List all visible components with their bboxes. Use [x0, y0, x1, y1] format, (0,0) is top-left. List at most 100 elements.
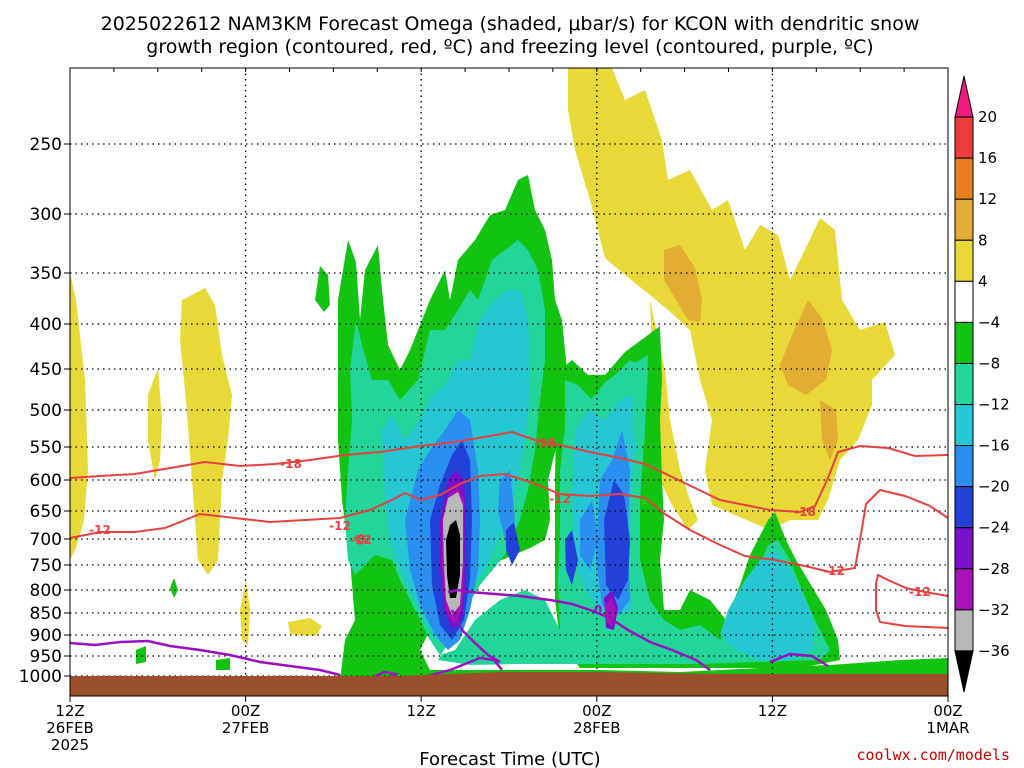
red-contour-label: -18 [534, 436, 556, 450]
x-tick-label: 27FEB [222, 719, 269, 737]
red-contour-minus12 [70, 472, 948, 574]
colorbar-cell [954, 486, 974, 529]
y-tick-label: 350 [30, 264, 62, 284]
colorbar-cell [954, 280, 974, 323]
chart-title-line1: 2025022612 NAM3KM Forecast Omega (shaded… [101, 13, 920, 35]
y-tick-label: 750 [30, 556, 62, 576]
y-tick-label: 650 [30, 502, 62, 522]
y-axis-labels: 2503003504004505005506006507007508008509… [19, 135, 70, 687]
omega-shade-minus20 [565, 530, 578, 585]
purple-contours [70, 588, 829, 682]
y-tick-label: 250 [30, 135, 62, 155]
purple-contour-0 [427, 656, 503, 678]
omega-colorbar: 20 16 12 8 4 −4 −8 −12 −16 −20 −24 −28 −32 −36 [954, 75, 1010, 693]
colorbar-cell [954, 321, 974, 364]
colorbar-cell [954, 75, 974, 118]
colorbar-label: −28 [978, 560, 1010, 578]
omega-shade-4 [70, 272, 88, 560]
omega-shade-minus16 [580, 500, 598, 570]
y-tick-label: 700 [30, 530, 62, 550]
x-tick-label: 26FEB [46, 719, 93, 737]
colorbar-cell [954, 568, 974, 611]
colorbar-label: 4 [978, 272, 988, 290]
colorbar-label: −20 [978, 478, 1010, 496]
x-tick-label: 2025 [51, 736, 89, 754]
omega-shade-minus20 [604, 480, 630, 600]
red-contour-minus18 [70, 430, 948, 514]
x-tick-label: 12Z [55, 702, 84, 720]
omega-shade-4 [288, 618, 322, 636]
purple-contour-0 [447, 588, 711, 672]
omega-shade-minus16 [498, 470, 515, 540]
x-tick-label: 00Z [582, 702, 611, 720]
ground-terrain [70, 676, 948, 696]
omega-shade-4 [148, 368, 162, 480]
y-tick-label: 500 [30, 401, 62, 421]
colorbar-cell [954, 362, 974, 406]
red-contour-minus12 [353, 533, 367, 546]
colorbar-cell [954, 404, 974, 447]
omega-shade-minus4 [216, 658, 230, 670]
x-tick-label: 00Z [933, 702, 962, 720]
colorbar-label: −8 [978, 354, 1000, 372]
omega-shade-minus12 [720, 550, 815, 660]
red-contour-minus12 [875, 573, 948, 629]
omega-shade-minus4 [136, 646, 146, 664]
colorbar-label: 20 [978, 108, 997, 126]
purple-contour-0 [450, 609, 501, 664]
omega-shade-8 [664, 245, 702, 322]
red-contour-label: -18 [794, 505, 816, 519]
y-tick-label: 950 [30, 647, 62, 667]
chart-title-line2: growth region (contoured, red, ºC) and f… [146, 36, 873, 58]
colorbar-label: 8 [978, 231, 988, 249]
contour-labels: -18-12 -12-18-12-18-12-12-120 [89, 436, 931, 617]
red-contour-label: -12 [350, 533, 372, 547]
x-tick-label: 00Z [231, 702, 260, 720]
red-contour-label: -18 [280, 457, 302, 471]
colorbar-label: −24 [978, 519, 1010, 537]
omega-shade-4 [180, 288, 232, 575]
y-tick-label: 900 [30, 626, 62, 646]
omega-shade-minus4 [315, 266, 330, 312]
y-tick-label: 550 [30, 438, 62, 458]
red-contour-label: -12 [909, 585, 931, 599]
colorbar-cell [954, 239, 974, 282]
colorbar-label: 12 [978, 190, 997, 208]
y-tick-label: 600 [30, 471, 62, 491]
site-credit: coolwx.com/models [856, 746, 1010, 764]
colorbar-cell [954, 198, 974, 241]
y-tick-label: 300 [30, 205, 62, 225]
red-contour-label: -12 [549, 492, 571, 506]
x-tick-label: 1MAR [926, 719, 969, 737]
red-contour-label: -12 [329, 519, 351, 533]
y-tick-label: 850 [30, 604, 62, 624]
colorbar-cell [954, 157, 974, 200]
omega-shade-minus20 [506, 522, 520, 565]
omega-shade-4 [568, 68, 895, 530]
omega-shade-minus4 [170, 578, 178, 598]
colorbar-label: −12 [978, 396, 1010, 414]
x-axis-title: Forecast Time (UTC) [419, 749, 600, 768]
purple-contour-0 [70, 639, 341, 677]
colorbar-label: 16 [978, 149, 997, 167]
colorbar-label: −36 [978, 642, 1010, 660]
plot-area [70, 68, 948, 696]
colorbar-cell [954, 527, 974, 570]
colorbar-cell [954, 445, 974, 488]
colorbar-label: −32 [978, 601, 1010, 619]
colorbar-label: −16 [978, 437, 1010, 455]
red-contour-label: -12 [823, 564, 845, 578]
colorbar-cell [954, 116, 974, 159]
colorbar-cell [954, 609, 974, 652]
purple-contour-label: 0 [594, 603, 602, 617]
y-tick-label: 450 [30, 360, 62, 380]
y-tick-label: 800 [30, 581, 62, 601]
omega-shade-8 [820, 400, 838, 460]
y-tick-label: 1000 [19, 667, 62, 687]
x-tick-label: 28FEB [573, 719, 620, 737]
x-tick-label: 12Z [407, 702, 436, 720]
x-tick-label: 12Z [758, 702, 787, 720]
colorbar-cell [954, 650, 974, 693]
